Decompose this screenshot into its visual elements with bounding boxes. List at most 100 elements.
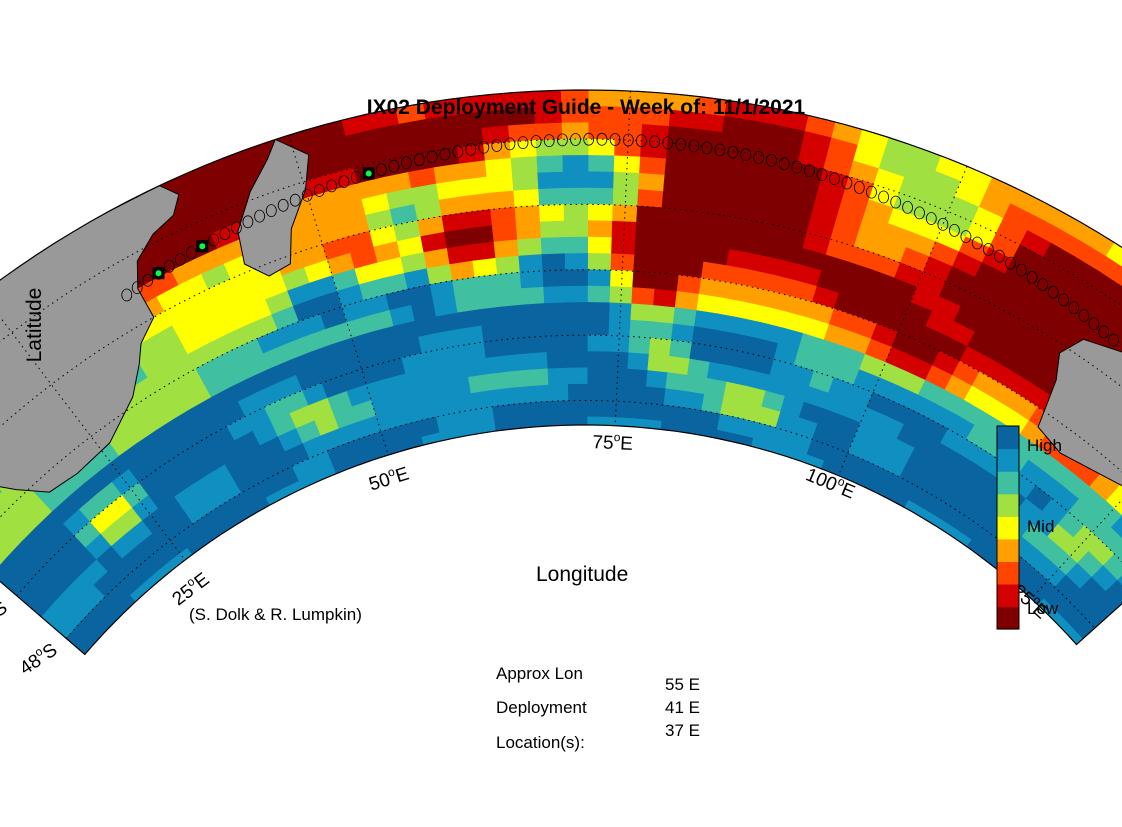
field-cell	[535, 138, 564, 157]
colorbar-segment	[997, 561, 1019, 585]
x-axis-label: Longitude	[536, 563, 629, 586]
field-cell	[636, 205, 663, 225]
field-cell	[481, 322, 505, 343]
field-cell	[633, 254, 659, 274]
parallel-line	[65, 400, 1096, 639]
field-cell	[632, 270, 657, 290]
track-marker	[662, 136, 674, 150]
parallel-line	[0, 138, 1122, 469]
field-cell	[682, 226, 709, 247]
field-cell	[524, 335, 548, 355]
field-cell	[663, 174, 691, 195]
field-cell	[587, 318, 610, 336]
colorbar-segment	[997, 516, 1019, 540]
field-cell	[647, 353, 670, 373]
field-cell	[546, 351, 569, 370]
field-cell	[541, 253, 566, 272]
track-marker	[557, 133, 568, 147]
field-cell	[563, 220, 589, 238]
track-marker	[491, 139, 503, 152]
field-cell	[513, 188, 540, 208]
field-cell	[523, 319, 547, 338]
field-cell	[476, 290, 502, 310]
field-cell	[465, 357, 489, 378]
field-cell	[684, 374, 708, 395]
track-marker	[465, 142, 477, 156]
field-cell	[511, 172, 539, 192]
track-marker	[583, 132, 595, 146]
track-marker	[960, 230, 972, 244]
track-marker	[504, 137, 516, 151]
track-marker	[517, 136, 529, 150]
colorbar-segment	[997, 583, 1019, 608]
field-cell	[658, 223, 685, 244]
field-cell	[486, 174, 514, 194]
track-marker	[1058, 293, 1069, 307]
field-cell	[661, 191, 689, 211]
track-marker	[277, 198, 289, 212]
field-cell	[490, 206, 517, 227]
field-cell	[487, 371, 511, 391]
field-cell	[537, 171, 564, 190]
field-cell	[614, 122, 643, 142]
field-cell	[459, 160, 488, 181]
australia-landmass	[1037, 338, 1122, 655]
track-marker	[439, 147, 451, 161]
field-cell	[488, 190, 516, 210]
track-marker	[983, 243, 994, 256]
field-cell	[614, 139, 642, 158]
field-cell	[644, 386, 667, 406]
track-marker	[1088, 317, 1100, 331]
field-cell	[564, 236, 589, 255]
track-marker	[426, 150, 438, 164]
map-frame	[0, 89, 1122, 656]
deployment-marker-dot	[365, 170, 372, 177]
track-marker	[675, 137, 687, 151]
field-cell	[588, 187, 614, 206]
field-cell	[628, 336, 651, 355]
track-marker	[914, 206, 925, 220]
track-marker	[778, 157, 790, 171]
field-cell	[538, 187, 565, 206]
field-cell	[463, 192, 491, 213]
field-cell	[667, 126, 697, 146]
track-marker	[413, 153, 425, 167]
credit-text: (S. Dolk & R. Lumpkin)	[189, 605, 362, 624]
track-marker	[1016, 263, 1027, 277]
field-cell	[640, 140, 669, 160]
meridian-line	[614, 91, 631, 426]
field-cell	[507, 369, 530, 389]
track-marker	[688, 139, 700, 153]
field-cell	[549, 400, 570, 419]
field-cell	[544, 302, 568, 321]
field-cell	[587, 253, 612, 271]
colorbar-segment	[997, 448, 1019, 472]
track-marker	[301, 188, 313, 202]
field-cell	[542, 269, 567, 288]
field-cell	[509, 386, 531, 405]
track-marker	[219, 227, 231, 241]
field-cell	[587, 302, 611, 320]
track-marker	[1005, 256, 1016, 270]
field-cell	[654, 272, 680, 292]
field-cell	[663, 388, 686, 408]
track-marker	[478, 140, 490, 154]
track-marker	[740, 148, 752, 162]
track-marker	[208, 233, 220, 247]
field-cell	[671, 323, 695, 344]
field-cell	[565, 285, 589, 304]
track-marker	[121, 288, 133, 302]
track-marker	[530, 135, 542, 148]
field-cell	[562, 138, 590, 156]
track-marker	[853, 181, 865, 194]
field-cell	[468, 374, 491, 394]
field-cell	[587, 334, 610, 353]
field-cell	[631, 287, 656, 306]
field-cell	[517, 237, 543, 257]
field-cell	[651, 305, 676, 325]
field-cell	[634, 238, 660, 257]
track-marker	[622, 133, 634, 147]
field-cell	[1101, 298, 1122, 328]
track-marker	[971, 236, 983, 250]
field-cell	[562, 171, 589, 189]
